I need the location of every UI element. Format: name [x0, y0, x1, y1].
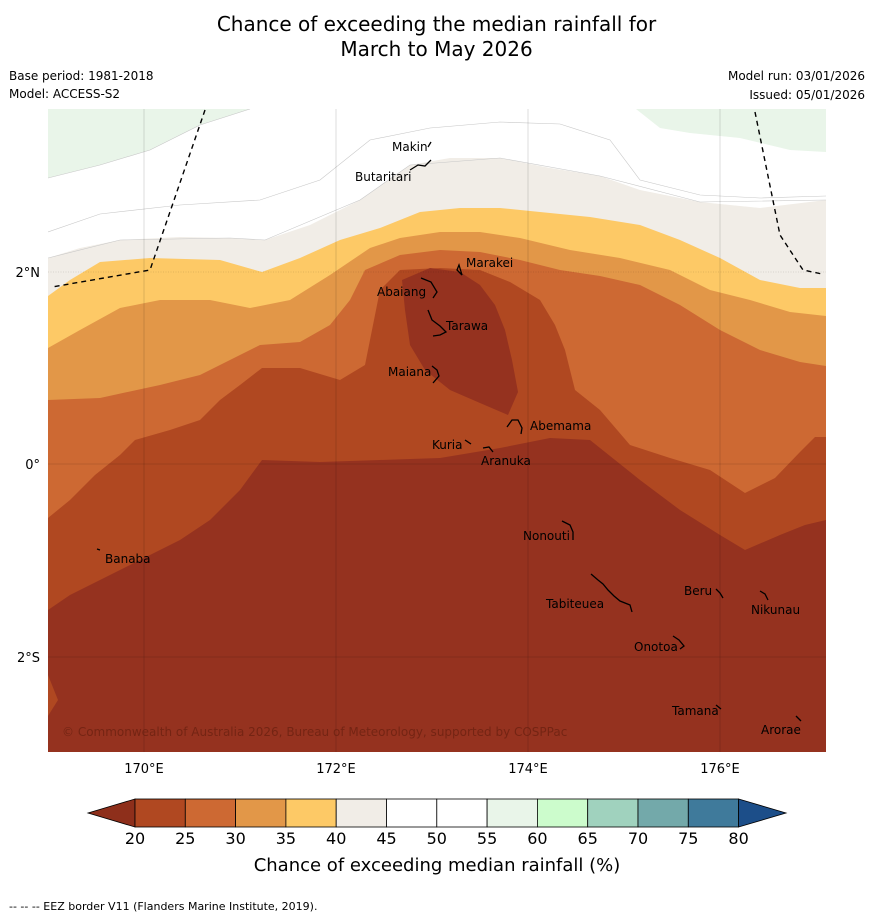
- contour-55-60-left: [48, 109, 250, 178]
- map-title-line2: March to May 2026: [340, 37, 533, 61]
- aranuka-island: [482, 446, 494, 453]
- colorbar-low-extend: [86, 798, 136, 828]
- colorbar-high-extend: [738, 798, 788, 828]
- tamana-island: [715, 704, 722, 710]
- onotoa-island: [672, 635, 685, 650]
- place-label-beru: Beru: [684, 584, 712, 598]
- arorae-island: [795, 715, 802, 722]
- place-label-maiana: Maiana: [388, 365, 431, 379]
- place-label-makin: Makin: [392, 140, 428, 154]
- colorbar-swatch-65-70: [587, 798, 639, 828]
- colorbar-tick-25: 25: [175, 829, 195, 848]
- colorbar-tick-20: 20: [125, 829, 145, 848]
- lon-label-176e: 176°E: [700, 762, 740, 777]
- banaba-island: [96, 548, 101, 551]
- map-title-line1: Chance of exceeding the median rainfall …: [216, 12, 657, 36]
- copyright-notice: © Commonwealth of Australia 2026, Bureau…: [62, 725, 567, 739]
- lon-label-174e: 174°E: [508, 762, 548, 777]
- place-label-nikunau: Nikunau: [751, 603, 800, 617]
- colorbar-swatch-75-80: [687, 798, 739, 828]
- probability-shading: [48, 109, 826, 752]
- nikunau-island: [759, 590, 769, 601]
- place-label-banaba: Banaba: [105, 552, 151, 566]
- maiana-island: [431, 365, 440, 384]
- makin-island: [427, 141, 432, 148]
- lat-label-2n: 2°N: [16, 266, 41, 281]
- contour-line-55: [48, 109, 251, 179]
- lon-label-170e: 170°E: [124, 762, 164, 777]
- place-label-kuria: Kuria: [432, 438, 463, 452]
- colorbar-tick-65: 65: [578, 829, 598, 848]
- butaritari-island: [409, 159, 432, 171]
- island-outlines: [96, 141, 802, 722]
- eez-footnote: -- -- -- EEZ border V11 (Flanders Marine…: [9, 900, 318, 913]
- place-label-tamana: Tamana: [671, 704, 719, 718]
- place-label-tabiteuea: Tabiteuea: [545, 597, 604, 611]
- colorbar: [86, 798, 788, 828]
- lat-label-2s: 2°S: [17, 651, 40, 666]
- colorbar-tick-75: 75: [678, 829, 698, 848]
- marakei-island: [456, 263, 463, 276]
- colorbar-tick-80: 80: [728, 829, 748, 848]
- place-label-abaiang: Abaiang: [377, 285, 426, 299]
- place-label-abemama: Abemama: [530, 419, 591, 433]
- colorbar-swatch-55-60: [486, 798, 538, 828]
- lat-label-0: 0°: [25, 458, 40, 473]
- colorbar-tick-45: 45: [376, 829, 396, 848]
- beru-island: [715, 588, 724, 599]
- place-label-marakei: Marakei: [466, 256, 513, 270]
- contour-below-20-south: [48, 438, 826, 752]
- issued-date: Issued: 05/01/2026: [749, 88, 865, 102]
- tarawa-island: [427, 309, 448, 337]
- contour-55-60-right: [636, 109, 826, 152]
- place-label-nonouti: Nonouti: [523, 529, 570, 543]
- colorbar-swatch-45-50: [386, 798, 438, 828]
- tabiteuea-island: [590, 573, 633, 613]
- colorbar-tick-55: 55: [477, 829, 497, 848]
- colorbar-swatch-25-30: [184, 798, 237, 828]
- colorbar-swatch-35-40: [285, 798, 337, 828]
- place-label-butaritari: Butaritari: [355, 170, 412, 184]
- colorbar-swatch-60-65: [537, 798, 589, 828]
- contour-line-45: [48, 157, 826, 259]
- kuria-island: [464, 439, 472, 445]
- colorbar-tick-60: 60: [527, 829, 547, 848]
- base-period: Base period: 1981-2018: [9, 69, 154, 83]
- colorbar-tick-40: 40: [326, 829, 346, 848]
- colorbar-swatch-40-45: [335, 798, 387, 828]
- nonouti-island: [561, 520, 574, 540]
- colorbar-tick-50: 50: [427, 829, 447, 848]
- place-label-aranuka: Aranuka: [481, 454, 531, 468]
- place-label-tarawa: Tarawa: [445, 319, 488, 333]
- colorbar-tick-70: 70: [628, 829, 648, 848]
- abaiang-island: [420, 277, 438, 299]
- contour-bottom-left: [48, 675, 58, 716]
- colorbar-swatch-30-35: [235, 798, 287, 828]
- graticule: [48, 109, 826, 752]
- colorbar-tick-30: 30: [225, 829, 245, 848]
- colorbar-swatch-50-55: [436, 798, 488, 828]
- contour-below-20-north: [402, 268, 518, 415]
- abemama-island: [506, 419, 523, 435]
- colorbar-title: Chance of exceeding median rainfall (%): [254, 855, 621, 876]
- place-label-onotoa: Onotoa: [634, 640, 678, 654]
- eez-border: [51, 109, 823, 288]
- model-run: Model run: 03/01/2026: [727, 69, 865, 83]
- model-name: Model: ACCESS-S2: [9, 87, 121, 101]
- colorbar-swatch-20-25: [134, 798, 186, 828]
- contour-line-50: [48, 121, 826, 233]
- place-label-arorae: Arorae: [761, 723, 801, 737]
- lon-label-172e: 172°E: [316, 762, 356, 777]
- colorbar-swatch-70-75: [637, 798, 689, 828]
- colorbar-tick-35: 35: [276, 829, 296, 848]
